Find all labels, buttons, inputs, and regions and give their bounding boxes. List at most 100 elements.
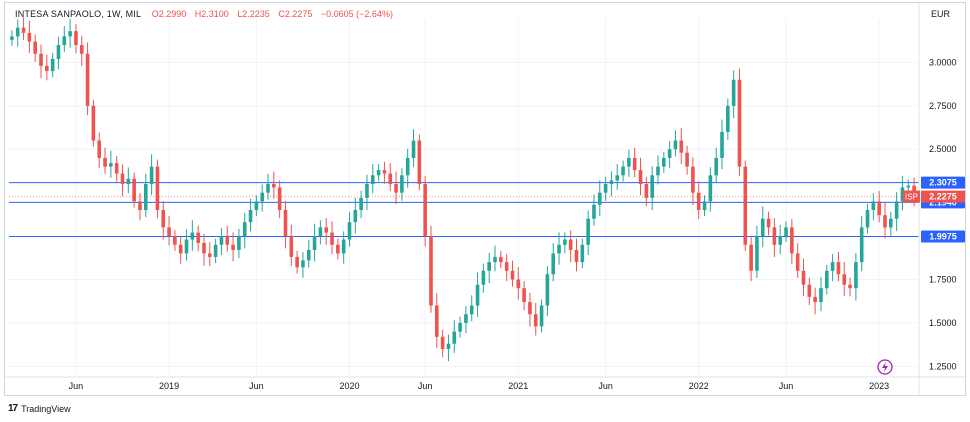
change-value: −0.0605 (−2.64%) <box>320 9 393 19</box>
candle-body <box>889 218 893 228</box>
candle-body <box>452 331 457 344</box>
candle-body <box>819 288 823 303</box>
candle-body <box>120 173 125 184</box>
candle-body <box>516 279 521 289</box>
candles <box>10 17 916 362</box>
close-value: C2.2275 <box>278 9 313 19</box>
price-tick-label: 2.7500 <box>929 101 957 111</box>
candle-body <box>824 270 829 289</box>
candle-body <box>359 197 363 211</box>
candle-body <box>231 244 235 250</box>
time-tick-label: Jun <box>779 381 794 391</box>
candle-body <box>219 236 224 245</box>
candle-body <box>597 192 602 205</box>
candle-body <box>68 31 72 37</box>
candle-body <box>208 253 212 257</box>
candle-body <box>807 284 812 297</box>
candle-body <box>708 175 713 202</box>
candle-body <box>563 239 567 245</box>
candle-body <box>388 173 393 184</box>
price-tick-label: 2.5000 <box>929 144 957 154</box>
candle-body <box>469 305 474 315</box>
price-chart[interactable]: 3.0000 2.7500 2.5000 1.7500 1.5000 1.2500 2.30… <box>5 3 965 395</box>
candle-body <box>644 183 649 198</box>
candle-body <box>27 32 32 42</box>
candle-body <box>662 157 666 167</box>
open-value: O2.2990 <box>151 9 187 19</box>
candle-body <box>370 175 375 184</box>
candle-body <box>312 236 317 250</box>
time-tick-label: 2023 <box>869 381 889 391</box>
candle-body <box>446 343 451 349</box>
candle-body <box>848 284 852 289</box>
level-price-tag <box>921 230 965 243</box>
candle-body <box>411 140 416 158</box>
level-price-label: 2.3075 <box>929 178 957 188</box>
candle-body <box>202 243 206 254</box>
candle-body <box>673 140 678 150</box>
candle-body <box>842 274 847 285</box>
candle-body <box>114 163 119 174</box>
candle-body <box>801 270 806 285</box>
lightning-icon[interactable] <box>877 359 893 375</box>
price-tick-label: 1.5000 <box>929 318 957 328</box>
candle-body <box>726 105 730 132</box>
candle-body <box>685 152 689 167</box>
candle-body <box>522 288 526 303</box>
horizontal-levels <box>9 182 919 238</box>
candle-body <box>731 79 736 106</box>
symbol-label[interactable]: INTESA SANPAOLO, 1W, MIL <box>15 9 142 19</box>
candle-body <box>161 210 166 228</box>
candle-body <box>586 218 590 245</box>
candle-body <box>475 284 480 306</box>
candle-body <box>138 201 142 211</box>
candle-body <box>97 140 102 158</box>
candle-body <box>440 336 445 349</box>
candle-body <box>679 140 684 153</box>
candle-body <box>353 210 358 223</box>
candle-body <box>545 274 550 306</box>
time-tick-label: Jun <box>598 381 613 391</box>
candle-body <box>435 305 439 337</box>
candle-body <box>691 166 695 193</box>
candle-body <box>760 218 765 237</box>
time-axis[interactable]: Jun 2019 Jun 2020 Jun 2021 Jun 2022 Jun 2023 <box>5 376 965 391</box>
price-axis[interactable]: 3.0000 2.7500 2.5000 1.7500 1.5000 1.2500 2.30… <box>903 3 965 395</box>
candle-body <box>225 236 230 245</box>
candle-body <box>10 36 14 40</box>
candle-body <box>894 201 899 219</box>
candle-body <box>254 201 259 211</box>
candle-body <box>306 249 311 261</box>
candle-body <box>423 183 427 237</box>
candle-body <box>778 236 783 245</box>
candle-body <box>126 178 131 184</box>
candle-body <box>103 157 107 167</box>
time-tick-label: Jun <box>249 381 264 391</box>
candle-body <box>458 322 462 332</box>
candle-body <box>341 239 346 254</box>
candle-body <box>394 183 398 193</box>
price-tick-label: 3.0000 <box>929 57 957 67</box>
candle-body <box>272 183 276 188</box>
candle-body <box>859 227 864 263</box>
candle-body <box>900 187 905 202</box>
candle-body <box>638 170 643 184</box>
candle-body <box>213 244 218 257</box>
candle-body <box>376 170 381 176</box>
candle-body <box>365 183 369 198</box>
candle-body <box>720 131 724 158</box>
candle-body <box>906 185 911 188</box>
candle-body <box>504 262 509 271</box>
candle-body <box>830 262 835 271</box>
candle-body <box>533 314 538 327</box>
candle-body <box>510 270 515 280</box>
time-tick-label: 2019 <box>159 381 179 391</box>
candle-body <box>871 201 876 211</box>
candle-body <box>865 210 870 228</box>
candle-body <box>795 253 800 271</box>
candle-body <box>184 239 189 254</box>
candle-body <box>15 27 20 37</box>
candle-body <box>91 105 96 141</box>
candle-body <box>62 36 67 46</box>
tradingview-logo-icon: 17 <box>8 403 18 414</box>
